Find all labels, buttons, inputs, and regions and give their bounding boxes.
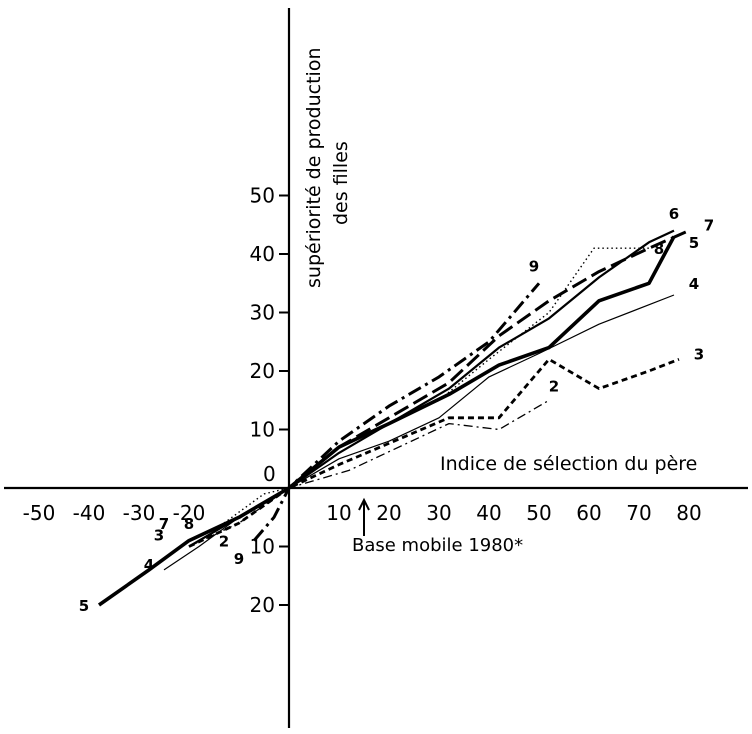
series-line-4 — [163, 294, 675, 571]
series-label-8: 8 — [654, 240, 664, 258]
axes: -50 -40 -30 -20 10 20 30 40 50 60 70 80504030201010… — [4, 8, 748, 728]
y-axis-title-line2: des filles — [330, 141, 352, 225]
series-label-5: 5 — [689, 234, 699, 252]
x-tick-label: 20 — [376, 501, 401, 525]
series-label-left-8: 8 — [184, 515, 194, 533]
series-label-left-4: 4 — [144, 556, 154, 574]
y-tick-label: 10 — [250, 535, 275, 559]
x-tick-label: 10 — [326, 501, 351, 525]
x-tick-label: 70 — [626, 501, 651, 525]
series-label-4: 4 — [689, 275, 699, 293]
y-tick-label: 40 — [250, 242, 275, 266]
x-tick-label: 30 — [426, 501, 451, 525]
x-tick-label: -50 — [23, 501, 56, 525]
annotation-text: Base mobile 1980* — [352, 535, 523, 556]
series-label-9: 9 — [529, 258, 539, 276]
series-line-9 — [252, 282, 541, 542]
x-tick-label: 50 — [526, 501, 551, 525]
origin-label: 0 — [263, 462, 276, 486]
series-line-3 — [188, 357, 680, 548]
series-label-2: 2 — [549, 377, 559, 395]
x-tick-label: -40 — [73, 501, 106, 525]
base-mobile-annotation: Base mobile 1980* — [352, 497, 523, 556]
y-tick-label: 20 — [250, 359, 275, 383]
series-label-left-9: 9 — [234, 550, 244, 568]
x-tick-label: 80 — [676, 501, 701, 525]
series-label-6: 6 — [669, 205, 679, 223]
x-tick-label: 40 — [476, 501, 501, 525]
series-group — [97, 229, 690, 607]
series-line-8 — [223, 247, 649, 524]
x-axis-title: Indice de sélection du père — [440, 453, 697, 475]
x-tick-label: 60 — [576, 501, 601, 525]
y-tick-label: 10 — [250, 418, 275, 442]
series-line-7 — [188, 229, 690, 542]
x-tick-label: -20 — [173, 501, 206, 525]
series-label-left-3: 3 — [154, 527, 164, 545]
series-label-left-2: 2 — [219, 533, 229, 551]
series-label-left-7: 7 — [159, 515, 169, 533]
series-line-2 — [188, 399, 550, 548]
y-axis-title-line1: supériorité de production — [303, 48, 325, 289]
series-label-left-5: 5 — [79, 597, 89, 615]
x-tick-label: -30 — [123, 501, 156, 525]
series-label-3: 3 — [694, 345, 704, 363]
y-tick-label: 20 — [250, 593, 275, 617]
series-line-6 — [188, 229, 675, 548]
series-label-7: 7 — [704, 217, 714, 235]
annotation-arrow — [358, 497, 370, 536]
y-tick-label: 50 — [250, 184, 275, 208]
y-tick-label: 30 — [250, 301, 275, 325]
